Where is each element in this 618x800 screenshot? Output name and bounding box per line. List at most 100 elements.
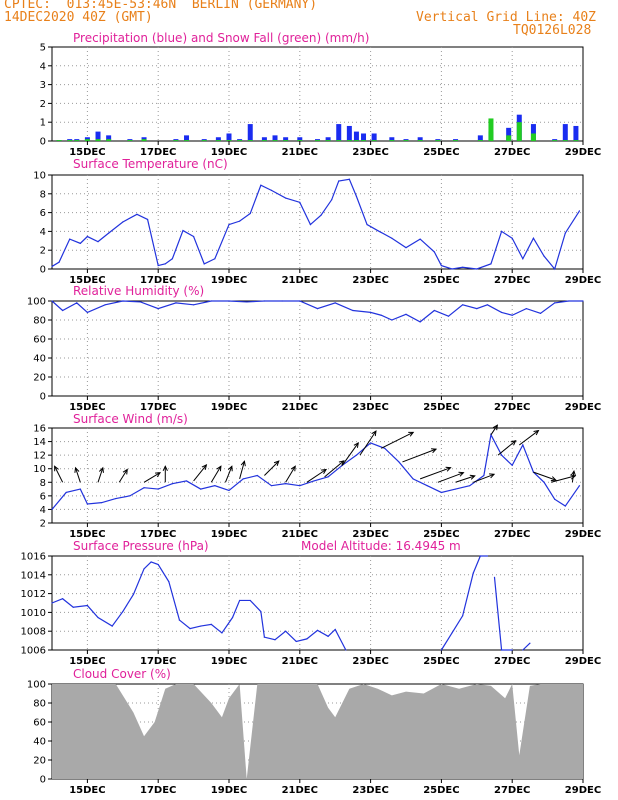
data-point (479, 555, 481, 557)
x-tick-label: 27DEC (494, 529, 530, 540)
panel-title: Surface Temperature (nC) (73, 157, 228, 171)
y-tick-label: 8 (40, 478, 46, 489)
data-point (79, 488, 81, 490)
wind-arrow-head (290, 465, 296, 472)
x-tick-label: 17DEC (140, 147, 176, 158)
x-tick-label: 27DEC (494, 656, 530, 667)
y-tick-label: 2 (40, 99, 46, 110)
snow-bar (389, 140, 395, 141)
precip-bar (336, 124, 342, 141)
data-point (143, 568, 145, 570)
data-point (532, 237, 535, 239)
y-tick-label: 40 (33, 354, 46, 365)
wind-arrow-head (570, 469, 576, 477)
header-coords: 013:45E-53:46N (66, 0, 177, 12)
snow-bar (173, 140, 179, 141)
data-point (582, 300, 584, 302)
data-point (568, 300, 570, 302)
data-point (189, 628, 191, 630)
header-location: BERLIN (GERMANY) (191, 0, 318, 12)
wind-arrow-head (492, 424, 498, 431)
data-point (486, 304, 489, 306)
x-tick-label: 15DEC (69, 275, 105, 286)
y-tick-label: 1016 (21, 552, 46, 563)
data-point (309, 223, 312, 226)
wind-arrow (551, 475, 576, 483)
data-point (260, 610, 262, 613)
y-tick-label: 0 (40, 265, 46, 276)
wind-arrow-head (74, 466, 80, 473)
wind-arrow-head (489, 473, 496, 479)
wind-arrow (285, 466, 296, 483)
data-point (500, 454, 503, 456)
snow-bar (417, 140, 423, 141)
x-tick-label: 17DEC (140, 529, 176, 540)
y-tick-label: 8 (40, 189, 46, 200)
precip-bar (573, 125, 579, 141)
data-point (79, 242, 81, 244)
wind-arrow (490, 424, 498, 436)
data-point (210, 300, 212, 302)
data-point (483, 474, 485, 477)
data-point (476, 268, 478, 270)
data-point (522, 258, 524, 260)
data-point (108, 232, 110, 234)
data-point (51, 300, 53, 302)
data-point (366, 223, 368, 226)
data-point (129, 495, 131, 497)
precip-bar (562, 124, 568, 141)
data-point (380, 314, 382, 316)
wind-arrow-head (550, 476, 557, 482)
x-tick-label: 19DEC (211, 402, 247, 413)
y-tick-label: 0 (40, 775, 46, 786)
wind-arrow (455, 475, 475, 483)
data-point (511, 237, 513, 239)
data-point (299, 201, 301, 203)
data-point (511, 314, 513, 316)
y-tick-label: 80 (33, 699, 46, 710)
wind-arrow-head (338, 460, 345, 466)
x-tick-label: 17DEC (140, 656, 176, 667)
data-point (543, 255, 545, 257)
panel-title: Relative Humidity (%) (73, 284, 204, 298)
data-point (451, 268, 453, 270)
x-tick-label: 29DEC (565, 147, 601, 158)
data-point (486, 555, 489, 557)
y-tick-label: 1 (40, 118, 46, 129)
data-point (377, 229, 379, 232)
series-line (51, 300, 583, 323)
data-point (348, 178, 350, 180)
data-point (529, 642, 531, 644)
panel-frame (51, 427, 584, 524)
header-grid-note: Vertical Grid Line: 40Z (416, 10, 597, 25)
y-tick-label: 5 (40, 43, 46, 54)
data-point (554, 268, 556, 270)
wind-arrow-head (162, 465, 168, 472)
x-tick-label: 27DEC (494, 402, 530, 413)
wind-arrow-head (122, 468, 128, 475)
data-point (405, 313, 407, 315)
data-point (440, 491, 442, 494)
x-tick-label: 21DEC (282, 402, 318, 413)
data-point (433, 251, 435, 253)
data-point (345, 649, 347, 651)
data-point (203, 263, 205, 265)
data-point (228, 300, 230, 302)
precip-bar (95, 131, 101, 141)
data-point (100, 502, 103, 504)
snow-bar (346, 140, 352, 141)
data-point (178, 619, 181, 621)
data-point (104, 304, 106, 306)
y-tick-label: 100 (27, 297, 46, 308)
series-line (51, 432, 580, 510)
data-point (143, 487, 145, 489)
precip-bar (353, 131, 359, 141)
wind-arrow-head (371, 430, 377, 437)
x-tick-label: 23DEC (352, 529, 388, 540)
wind-arrow (239, 461, 245, 480)
wind-arrow (54, 466, 64, 483)
data-point (182, 229, 184, 232)
data-point (285, 483, 287, 485)
data-point (228, 223, 230, 226)
x-tick-label: 19DEC (211, 656, 247, 667)
